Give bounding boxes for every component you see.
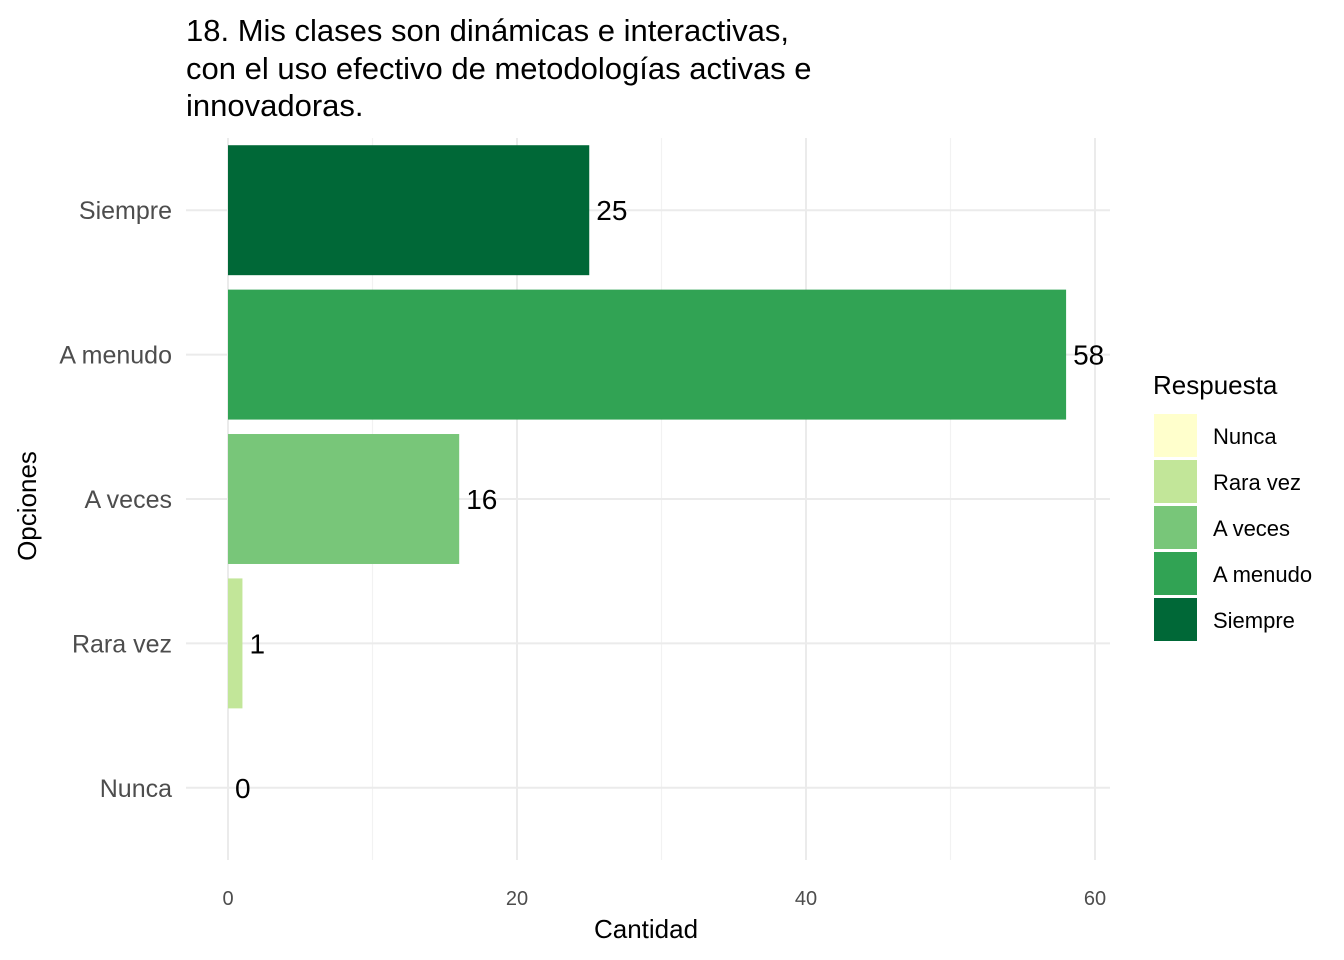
- chart-title-line-1: 18. Mis clases son dinámicas e interacti…: [186, 13, 789, 48]
- legend: Respuesta Nunca Rara vez A veces A menudo Si…: [1153, 370, 1312, 641]
- legend-swatch: [1154, 414, 1197, 457]
- bar-value-label: 16: [466, 484, 497, 515]
- y-tick-label: A menudo: [59, 342, 172, 370]
- bar: [228, 578, 243, 709]
- legend-label: Nunca: [1213, 424, 1277, 449]
- x-axis-title: Cantidad: [594, 914, 698, 944]
- x-tick-label: 20: [506, 888, 528, 910]
- chart-title-line-2: con el uso efectivo de metodologías acti…: [186, 51, 812, 86]
- legend-swatch: [1154, 460, 1197, 503]
- chart-title: 18. Mis clases son dinámicas e interacti…: [186, 13, 812, 123]
- y-tick-label: Rara vez: [72, 630, 172, 658]
- legend-items: Nunca Rara vez A veces A menudo Siempre: [1154, 414, 1312, 641]
- legend-swatch: [1154, 598, 1197, 641]
- x-tick-label: 40: [795, 888, 817, 910]
- y-tick-label: Nunca: [100, 775, 172, 803]
- chart-title-line-3: innovadoras.: [186, 88, 364, 123]
- y-tick-label: Siempre: [79, 197, 172, 225]
- legend-label: A veces: [1213, 516, 1290, 541]
- bar: [228, 145, 590, 276]
- x-tick-label: 0: [222, 888, 233, 910]
- y-tick-label: A veces: [84, 486, 172, 514]
- x-axis-ticks: 0 20 40 60: [222, 888, 1106, 910]
- legend-label: A menudo: [1213, 562, 1312, 587]
- legend-title: Respuesta: [1153, 370, 1278, 400]
- bars: [228, 145, 1067, 709]
- y-axis-ticks: Siempre A menudo A veces Rara vez Nunca: [59, 197, 172, 803]
- legend-swatch: [1154, 552, 1197, 595]
- legend-label: Siempre: [1213, 608, 1295, 633]
- bar: [228, 434, 460, 564]
- x-tick-label: 60: [1084, 888, 1106, 910]
- legend-label: Rara vez: [1213, 470, 1301, 495]
- y-axis-title: Opciones: [12, 451, 42, 561]
- bar: [228, 289, 1067, 420]
- bar-value-label: 25: [596, 195, 627, 226]
- bar-value-label: 1: [249, 628, 265, 659]
- legend-swatch: [1154, 506, 1197, 549]
- bar-value-labels: 25 58 16 1 0: [235, 195, 1104, 804]
- bar-value-label: 0: [235, 773, 251, 804]
- bar-value-label: 58: [1073, 340, 1104, 371]
